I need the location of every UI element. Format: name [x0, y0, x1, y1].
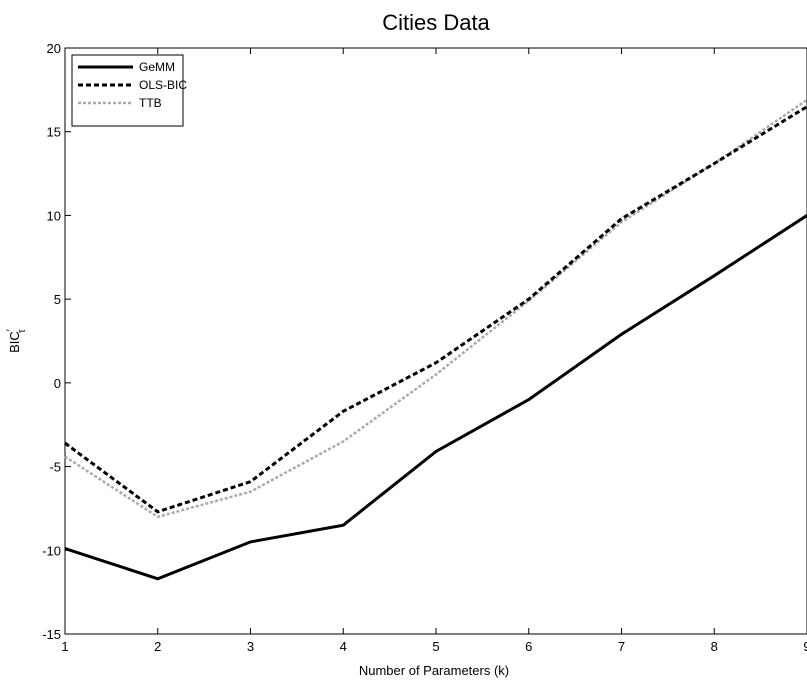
series-line-ols-bic — [64, 105, 807, 514]
y-axis-label-sub: τ — [17, 329, 28, 333]
x-tick-label: 2 — [154, 639, 161, 654]
legend-label: TTB — [139, 96, 162, 110]
x-tick-label: 4 — [340, 639, 347, 654]
series-layer — [64, 98, 807, 581]
y-tick-label: 5 — [54, 292, 61, 307]
x-tick-label: 8 — [711, 639, 718, 654]
legend-label: GeMM — [139, 60, 175, 74]
plot-area — [64, 47, 807, 635]
y-tick-label: 0 — [54, 376, 61, 391]
series-line-gemm — [64, 214, 807, 581]
x-tick-label: 9 — [803, 639, 807, 654]
x-axis-label: Number of Parameters (k) — [359, 663, 509, 678]
x-tick-label: 1 — [61, 639, 68, 654]
y-tick-label: -15 — [42, 627, 61, 642]
chart-title: Cities Data — [382, 10, 490, 35]
y-axis-ticks: -15 -10 -5 0 5 10 15 20 — [42, 41, 71, 642]
y-tick-label: 15 — [47, 125, 61, 140]
x-axis-ticks: 1 2 3 4 5 6 7 8 9 — [61, 48, 807, 654]
legend-label: OLS-BIC — [139, 78, 187, 92]
y-tick-label: -10 — [42, 543, 61, 558]
y-axis-label: BIC′τ — [5, 329, 28, 353]
legend: GeMM OLS-BIC TTB — [71, 54, 187, 127]
y-axis-label-main: BIC — [7, 331, 22, 353]
y-tick-label: 20 — [47, 41, 61, 56]
y-tick-label: 10 — [47, 208, 61, 223]
x-tick-label: 5 — [432, 639, 439, 654]
series-line-ttb — [64, 98, 807, 519]
y-tick-label: -5 — [49, 460, 61, 475]
x-tick-label: 3 — [247, 639, 254, 654]
y-axis-label-sup: ′ — [5, 329, 17, 331]
x-tick-label: 6 — [525, 639, 532, 654]
x-tick-label: 7 — [618, 639, 625, 654]
